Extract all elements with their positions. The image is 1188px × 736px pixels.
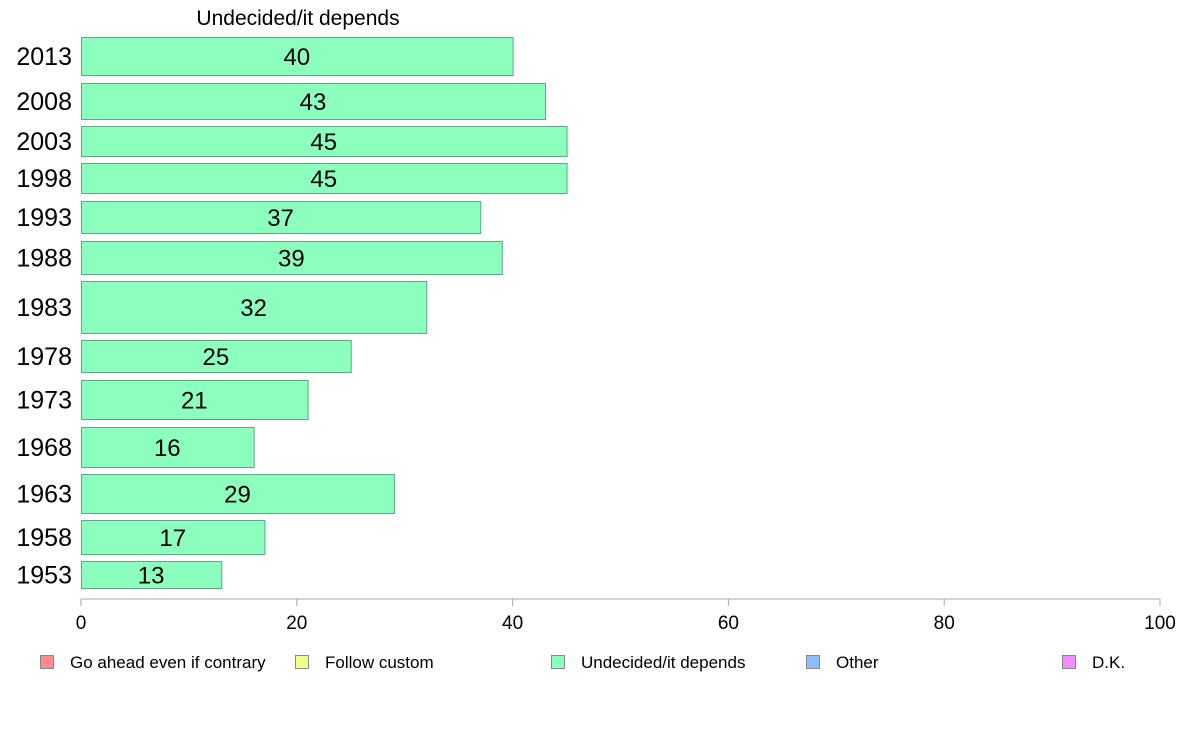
legend-swatch-go-ahead-even-if-contrary <box>40 655 54 669</box>
category-label-1953: 1953 <box>16 562 72 590</box>
bar-1973 <box>81 380 309 420</box>
bar-2003 <box>81 126 568 157</box>
category-label-1958: 1958 <box>16 524 72 552</box>
bar-1958 <box>81 520 266 555</box>
chart-title: Undecided/it depends <box>196 7 399 30</box>
data-label-1998: 45 <box>310 166 337 193</box>
bar-1993 <box>81 201 482 234</box>
x-tick-label-80: 80 <box>934 613 955 634</box>
data-label-1953: 13 <box>138 563 165 590</box>
data-label-1978: 25 <box>203 344 230 371</box>
legend-swatch-undecided-it-depends <box>551 655 565 669</box>
data-label-2008: 43 <box>300 89 327 116</box>
bar-1988 <box>81 241 503 275</box>
category-label-1973: 1973 <box>16 387 72 415</box>
legend-label-go-ahead-even-if-contrary: Go ahead even if contrary <box>70 653 266 672</box>
data-label-1988: 39 <box>278 246 305 273</box>
category-label-1963: 1963 <box>16 481 72 509</box>
x-tick-label-40: 40 <box>502 613 523 634</box>
bar-1963 <box>81 474 395 514</box>
category-label-1978: 1978 <box>16 343 72 371</box>
data-label-2003: 45 <box>310 129 337 156</box>
data-label-1958: 17 <box>159 525 186 552</box>
category-label-1968: 1968 <box>16 434 72 462</box>
category-label-1988: 1988 <box>16 245 72 273</box>
x-tick-label-20: 20 <box>286 613 307 634</box>
bars <box>81 37 568 589</box>
legend: Go ahead even if contrary Follow custom Un… <box>40 653 1125 672</box>
category-label-2008: 2008 <box>16 88 72 116</box>
x-tick-label-0: 0 <box>76 613 87 634</box>
data-label-1973: 21 <box>181 388 208 415</box>
data-label-1983: 32 <box>240 295 267 322</box>
x-axis: 0 20 40 60 80 100 <box>76 598 1176 634</box>
data-label-1968: 16 <box>154 435 181 462</box>
x-tick-label-100: 100 <box>1144 613 1176 634</box>
x-tick-label-60: 60 <box>718 613 739 634</box>
bar-2013 <box>81 37 514 76</box>
data-label-1993: 37 <box>267 205 294 232</box>
bar-1998 <box>81 163 568 194</box>
category-label-2013: 2013 <box>16 43 72 71</box>
data-label-2013: 40 <box>283 44 310 71</box>
bar-2008 <box>81 83 546 120</box>
category-label-1998: 1998 <box>16 165 72 193</box>
category-label-2003: 2003 <box>16 128 72 156</box>
legend-swatch-d-k <box>1062 655 1076 669</box>
legend-label-d-k: D.K. <box>1092 653 1125 672</box>
legend-label-undecided-it-depends: Undecided/it depends <box>581 653 745 672</box>
legend-swatch-follow-custom <box>295 655 309 669</box>
legend-swatch-other <box>806 655 820 669</box>
bar-1953 <box>81 561 223 589</box>
category-labels: 2013 2008 2003 1998 1993 1988 1983 1978 1973 1968… <box>16 43 72 590</box>
bar-1983 <box>81 281 428 334</box>
bar-1978 <box>81 340 352 373</box>
legend-label-other: Other <box>836 653 879 672</box>
data-label-1963: 29 <box>224 482 251 509</box>
category-label-1983: 1983 <box>16 294 72 322</box>
legend-label-follow-custom: Follow custom <box>325 653 434 672</box>
bar-1968 <box>81 427 255 468</box>
category-label-1993: 1993 <box>16 204 72 232</box>
